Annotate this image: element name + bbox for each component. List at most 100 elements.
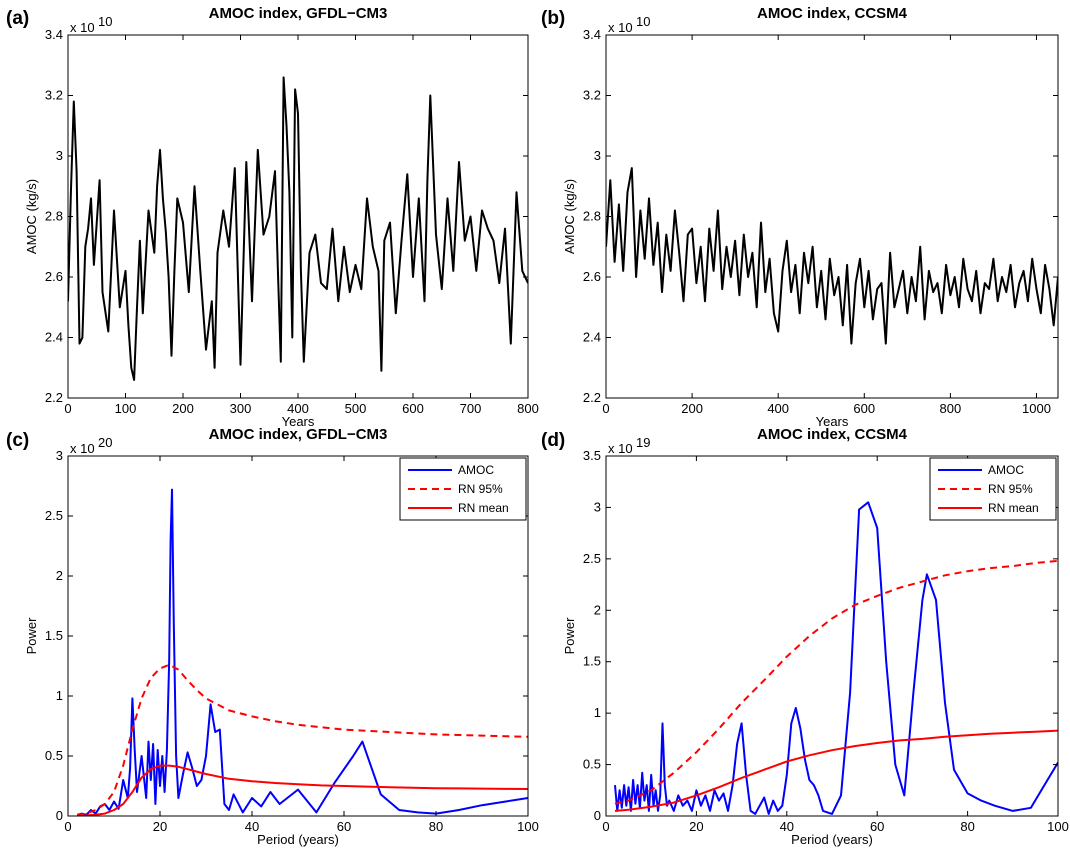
chart-title: AMOC index, CCSM4	[757, 426, 908, 443]
y-tick-label: 3	[594, 499, 601, 514]
y-tick-label: 2.4	[45, 330, 63, 345]
legend-entry: RN mean	[458, 501, 509, 515]
y-tick-label: 3.4	[45, 27, 63, 42]
legend-entry: RN mean	[988, 501, 1039, 515]
legend-entry: RN 95%	[988, 482, 1033, 496]
axes-frame	[605, 455, 1059, 817]
y-tick-label: 1	[594, 705, 601, 720]
x-tick-label: 400	[767, 401, 789, 416]
y-tick-label: 3.5	[583, 448, 601, 463]
series-line-amoc-index	[68, 76, 528, 381]
y-tick-label: 1.5	[45, 628, 63, 643]
x-tick-label: 1000	[1022, 401, 1051, 416]
chart-title: AMOC index, GFDL−CM3	[209, 426, 388, 443]
y-tick-label: 2.2	[45, 390, 63, 405]
x-tick-label: 60	[870, 819, 884, 834]
legend: AMOC RN 95% RN mean	[399, 457, 527, 521]
legend-entry: AMOC	[988, 463, 1024, 477]
y-tick-label: 1	[56, 688, 63, 703]
series-group	[76, 488, 528, 816]
y-tick-label: 2.6	[45, 269, 63, 284]
exponent-value: 10	[636, 14, 650, 29]
y-tick-label: 2.5	[45, 508, 63, 523]
y-tick-label: 2.5	[583, 551, 601, 566]
legend: AMOC RN 95% RN mean	[929, 457, 1057, 521]
x-tick-label: 60	[337, 819, 351, 834]
y-tick-label: 0	[56, 808, 63, 823]
series-line-amoc-index	[606, 167, 1058, 345]
x-tick-label: 40	[245, 819, 259, 834]
series-line-amoc	[76, 488, 528, 816]
y-tick-label: 3.2	[583, 88, 601, 103]
x-tick-label: 0	[602, 819, 609, 834]
x-tick-label: 300	[230, 401, 252, 416]
x-axis-label: Period (years)	[791, 832, 873, 847]
y-tick-label: 0.5	[583, 757, 601, 772]
x-tick-label: 100	[1047, 819, 1069, 834]
exponent-value: 20	[98, 435, 112, 450]
y-tick-label: 2.6	[583, 269, 601, 284]
x-tick-label: 200	[681, 401, 703, 416]
y-tick-label: 2	[594, 602, 601, 617]
x-tick-label: 400	[287, 401, 309, 416]
plot-area	[68, 35, 528, 398]
y-tick-label: 3	[594, 148, 601, 163]
y-tick-label: 3	[56, 148, 63, 163]
series-line-rn-mean	[77, 764, 528, 816]
series-group	[614, 501, 1058, 815]
x-tick-label: 800	[940, 401, 962, 416]
y-tick-label: 0.5	[45, 748, 63, 763]
x-tick-label: 0	[602, 401, 609, 416]
legend-entry: RN 95%	[458, 482, 503, 496]
x-axis-label: Years	[282, 414, 315, 429]
x-tick-label: 600	[853, 401, 875, 416]
exponent-value: 19	[636, 435, 650, 450]
x-tick-label: 100	[115, 401, 137, 416]
panel-label: (b)	[541, 8, 565, 29]
x-tick-label: 80	[429, 819, 443, 834]
panel-label: (d)	[541, 430, 565, 451]
x-axis-label: Years	[816, 414, 849, 429]
series-line-rn-95-	[77, 663, 528, 816]
series-group	[68, 76, 528, 381]
x-tick-label: 20	[153, 819, 167, 834]
chart-panel-3: 0 20 40 60 80 100 0 0.5 1 1.5 2 2.5 3 3.5 x 10 19 AMOC i…	[541, 426, 1069, 847]
x-tick-label: 0	[64, 819, 71, 834]
exponent-label: x 10	[608, 20, 633, 35]
x-tick-label: 800	[517, 401, 539, 416]
panel-label: (c)	[6, 430, 29, 451]
y-tick-label: 2.8	[45, 209, 63, 224]
y-tick-label: 2.2	[583, 390, 601, 405]
x-tick-label: 700	[460, 401, 482, 416]
exponent-label: x 10	[70, 20, 95, 35]
chart-title: AMOC index, GFDL−CM3	[209, 5, 388, 22]
y-tick-label: 3	[56, 448, 63, 463]
x-tick-label: 40	[780, 819, 794, 834]
y-tick-label: 2.4	[583, 330, 601, 345]
y-tick-label: 1.5	[583, 654, 601, 669]
x-tick-label: 200	[172, 401, 194, 416]
y-axis-label: Power	[562, 617, 577, 655]
x-tick-label: 80	[960, 819, 974, 834]
y-tick-label: 2	[56, 568, 63, 583]
y-axis-label: AMOC (kg/s)	[24, 179, 39, 254]
chart-panel-1: 0 200 400 600 800 1000 2.2 2.4 2.6 2.8 3 3.2 3.4 x 10…	[541, 5, 1059, 429]
exponent-value: 10	[98, 14, 112, 29]
y-axis-label: AMOC (kg/s)	[562, 179, 577, 254]
series-line-amoc	[614, 501, 1058, 815]
series-group	[606, 167, 1058, 345]
y-tick-label: 0	[594, 808, 601, 823]
panel-label: (a)	[6, 8, 29, 29]
y-tick-label: 2.8	[583, 209, 601, 224]
y-axis-label: Power	[24, 617, 39, 655]
y-tick-label: 3.2	[45, 88, 63, 103]
series-line-rn-95-	[614, 559, 1058, 805]
x-tick-label: 600	[402, 401, 424, 416]
plot-area	[606, 35, 1058, 398]
x-tick-label: 500	[345, 401, 367, 416]
x-tick-label: 0	[64, 401, 71, 416]
chart-title: AMOC index, CCSM4	[757, 5, 908, 22]
series-line-rn-mean	[614, 729, 1058, 812]
